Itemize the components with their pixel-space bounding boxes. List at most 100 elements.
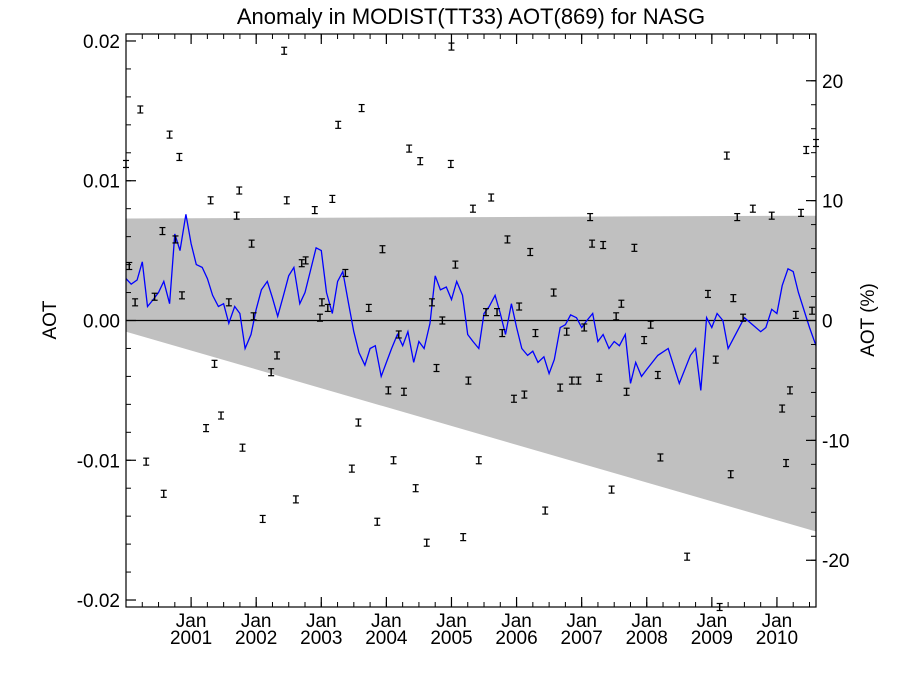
left-tick-label: 0.02 <box>83 32 120 53</box>
errorbar-point <box>768 211 775 220</box>
errorbar-point <box>712 355 719 364</box>
errorbar-point <box>608 485 615 494</box>
errorbar-point <box>274 351 281 360</box>
errorbar-point <box>786 386 793 395</box>
x-tick-label-month: Jan <box>436 611 467 632</box>
errorbar-point <box>803 145 810 155</box>
errorbar-point <box>587 212 594 222</box>
errorbar-point <box>504 235 511 244</box>
errorbar-point <box>448 42 455 51</box>
errorbar-point <box>575 376 582 385</box>
y-axis-label-left: AOT <box>40 300 61 339</box>
anomaly-series-line <box>125 214 817 391</box>
right-y-axis: 20 10 0 -10 -20 <box>806 72 849 572</box>
errorbar-point <box>132 298 139 307</box>
errorbar-point <box>225 298 232 307</box>
errorbar-point <box>385 386 392 395</box>
errorbar-point <box>527 247 534 257</box>
errorbar-point <box>631 243 638 252</box>
left-y-axis: 0.02 0.01 0.00 -0.01 -0.02 <box>77 32 136 612</box>
left-tick-label: 0.00 <box>83 312 120 333</box>
right-tick-label: -10 <box>822 431 849 452</box>
x-tick-label-month: Jan <box>762 611 793 632</box>
errorbar-point <box>654 370 661 380</box>
errorbar-point <box>792 310 799 320</box>
x-tick-label-month: Jan <box>371 611 402 632</box>
x-axis: Jan2001Jan2002Jan2003Jan2004Jan2005Jan20… <box>125 34 810 649</box>
errorbar-point <box>395 330 402 339</box>
errorbar-point <box>684 552 691 561</box>
errorbar-point <box>499 328 506 338</box>
x-tick-label-year: 2002 <box>235 628 277 649</box>
x-tick-label-year: 2009 <box>691 628 733 649</box>
errorbar-point <box>568 376 575 385</box>
errorbar-point <box>374 517 381 526</box>
left-tick-label: -0.01 <box>77 451 120 472</box>
x-tick-label-year: 2001 <box>170 628 212 649</box>
errorbar-point <box>647 320 654 329</box>
errorbar-point <box>730 294 737 303</box>
errorbar-point <box>207 196 214 205</box>
errorbar-point <box>723 151 730 160</box>
errorbar-point <box>557 383 564 392</box>
right-tick-label: 0 <box>822 312 833 333</box>
chart-title: Anomaly in MODIST(TT33) AOT(869) for NAS… <box>237 4 705 29</box>
errorbar-point <box>704 289 711 299</box>
errorbar-point <box>809 306 816 315</box>
errorbar-point <box>281 46 288 55</box>
x-tick-label-year: 2004 <box>365 628 408 649</box>
errorbar-point <box>749 204 756 213</box>
errorbar-point <box>298 259 305 268</box>
errorbar-point <box>417 157 424 166</box>
errorbar-point <box>318 298 325 307</box>
errorbar-point <box>172 235 179 244</box>
errorbar-point <box>641 335 648 345</box>
errorbar-point <box>311 205 318 215</box>
errorbar-point <box>798 208 805 217</box>
right-tick-label: 20 <box>822 72 843 93</box>
errorbar-point <box>439 316 446 325</box>
x-tick-label-month: Jan <box>501 611 532 632</box>
x-tick-label-year: 2006 <box>495 628 537 649</box>
errorbar-point <box>563 327 570 336</box>
x-tick-label-month: Jan <box>241 611 272 632</box>
errorbar-point <box>203 424 210 433</box>
errorbar-point <box>283 196 290 205</box>
errorbar-point <box>390 456 397 465</box>
errorbar-point <box>151 292 158 301</box>
errorbar-point <box>159 226 166 236</box>
errorbar-point <box>239 443 246 452</box>
errorbar-point <box>618 299 625 308</box>
errorbar-point <box>613 312 620 321</box>
errorbar-point <box>160 489 167 498</box>
y-axis-label-right: AOT (%) <box>858 283 879 357</box>
x-tick-label-year: 2008 <box>626 628 668 649</box>
errorbar-point <box>727 470 734 479</box>
errorbar-point <box>779 404 786 413</box>
errorbar-point <box>581 323 588 332</box>
errorbar-point <box>469 204 476 213</box>
errorbar-point <box>218 411 225 420</box>
left-tick-label: -0.02 <box>77 591 120 612</box>
errorbar-point <box>412 484 419 493</box>
errorbar-point <box>734 212 741 222</box>
x-tick-label-year: 2010 <box>756 628 798 649</box>
errorbar-point <box>460 533 467 542</box>
x-tick-label-month: Jan <box>697 611 728 632</box>
x-tick-label-month: Jan <box>566 611 597 632</box>
errorbar-point <box>335 120 342 129</box>
errorbar-point <box>475 456 482 465</box>
errorbar-point <box>316 313 323 322</box>
errorbar-point <box>494 308 501 317</box>
errorbar-point <box>510 394 517 403</box>
errorbar-point <box>355 418 362 427</box>
errorbar-point <box>166 130 173 139</box>
errorbar-point <box>516 302 523 311</box>
errorbar-point <box>433 363 440 373</box>
uncertainty-band <box>126 215 816 532</box>
band-polygon <box>126 215 816 532</box>
errorbar-point <box>126 261 133 271</box>
errorbar-point <box>428 298 435 307</box>
errorbar-point <box>447 159 454 169</box>
